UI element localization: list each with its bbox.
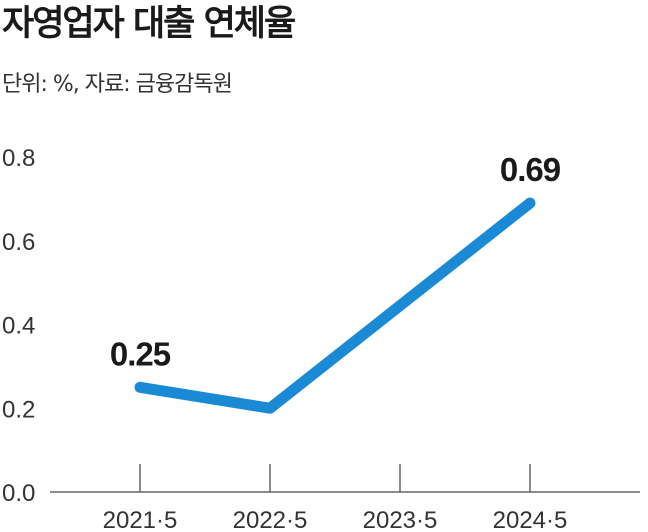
chart-subtitle: 단위: %, 자료: 금융감독원 [2, 72, 233, 97]
y-tick-label: 0.2 [2, 396, 35, 423]
y-tick-label: 0.4 [2, 313, 35, 340]
y-tick-label: 0.0 [2, 480, 35, 507]
y-tick-label: 0.8 [2, 145, 35, 172]
y-tick-label: 0.6 [2, 229, 35, 256]
x-tick-label: 2022·5 [233, 507, 308, 532]
series-line [134, 197, 536, 414]
x-tick-label: 2023·5 [363, 507, 438, 532]
data-label: 0.25 [110, 335, 171, 372]
data-label: 0.69 [500, 151, 561, 188]
series-group [134, 197, 536, 414]
x-tick-label: 2024·5 [493, 507, 568, 532]
chart-title: 자영업자 대출 연체율 [2, 4, 296, 44]
y-axis-ticks: 0.0 0.2 0.4 0.6 0.8 [2, 145, 35, 507]
x-axis-ticks: 2021·5 2022·5 2023·5 2024·5 [103, 464, 568, 532]
x-tick-label: 2021·5 [103, 507, 178, 532]
data-labels: 0.25 0.69 [110, 151, 562, 372]
